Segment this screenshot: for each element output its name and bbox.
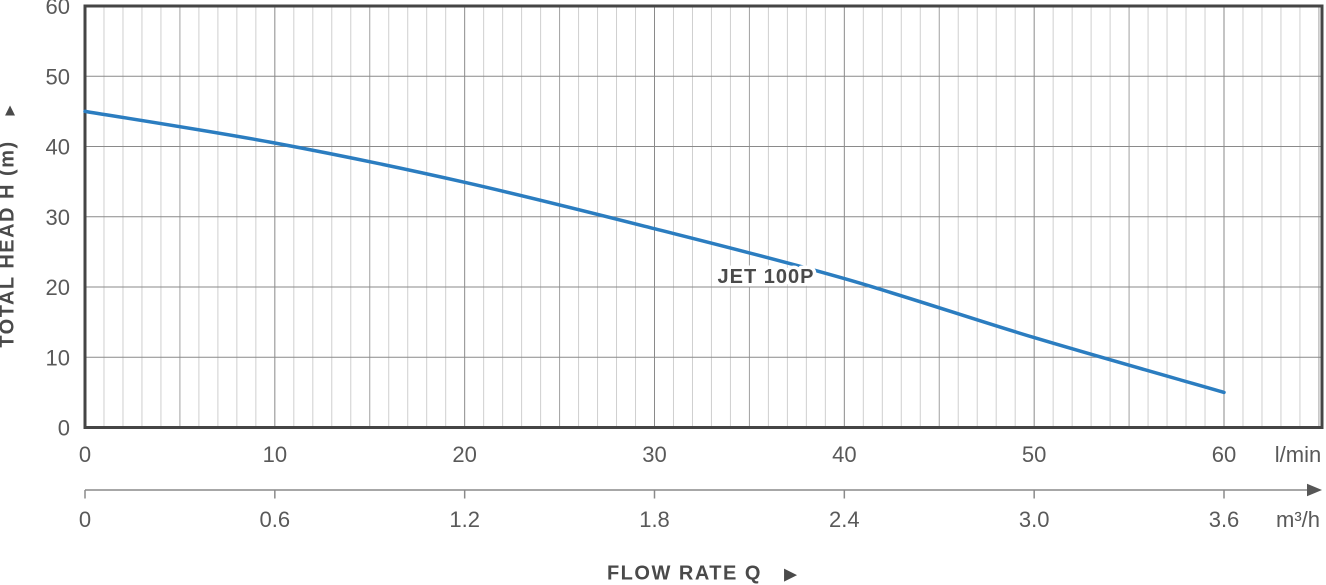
- x-tick-label-m3h: 1.2: [449, 507, 480, 532]
- x-tick-label-lmin: 60: [1212, 442, 1236, 467]
- secondary-axis-arrow-icon: [1307, 483, 1322, 497]
- x-tick-label-lmin: 0: [79, 442, 91, 467]
- x-unit-lmin: l/min: [1275, 442, 1321, 467]
- y-tick-label: 10: [46, 345, 70, 370]
- y-axis-title: TOTAL HEAD H (m): [0, 140, 19, 348]
- x-tick-label-m3h: 2.4: [829, 507, 860, 532]
- y-tick-label: 50: [46, 64, 70, 89]
- x-axis-title-text: FLOW RATE Q: [606, 562, 762, 585]
- y-tick-label: 60: [46, 0, 70, 19]
- x-tick-label-m3h: 3.6: [1209, 507, 1240, 532]
- x-tick-label-lmin: 30: [642, 442, 666, 467]
- x-tick-label-lmin: 40: [832, 442, 856, 467]
- x-unit-m3h: m³/h: [1276, 507, 1320, 532]
- x-tick-label-m3h: 0.6: [260, 507, 291, 532]
- y-tick-label: 40: [46, 135, 70, 160]
- pump-curve: [83, 109, 1226, 395]
- y-tick-label: 20: [46, 275, 70, 300]
- x-axis-title: FLOW RATE Q ▶: [607, 563, 797, 585]
- x-tick-label-m3h: 3.0: [1019, 507, 1050, 532]
- right-arrow-icon: ▶: [783, 564, 798, 583]
- curve-label: JET 100P: [718, 266, 815, 288]
- x-tick-label-m3h: 1.8: [639, 507, 670, 532]
- up-arrow-icon: ▲: [1, 100, 19, 120]
- plot-border: [83, 4, 1324, 429]
- y-tick-label: 0: [58, 416, 70, 441]
- x-tick-label-lmin: 50: [1022, 442, 1046, 467]
- x-tick-label-m3h: 0: [79, 507, 91, 532]
- y-tick-label: 30: [46, 205, 70, 230]
- x-tick-label-lmin: 20: [452, 442, 476, 467]
- x-tick-label-lmin: 10: [263, 442, 287, 467]
